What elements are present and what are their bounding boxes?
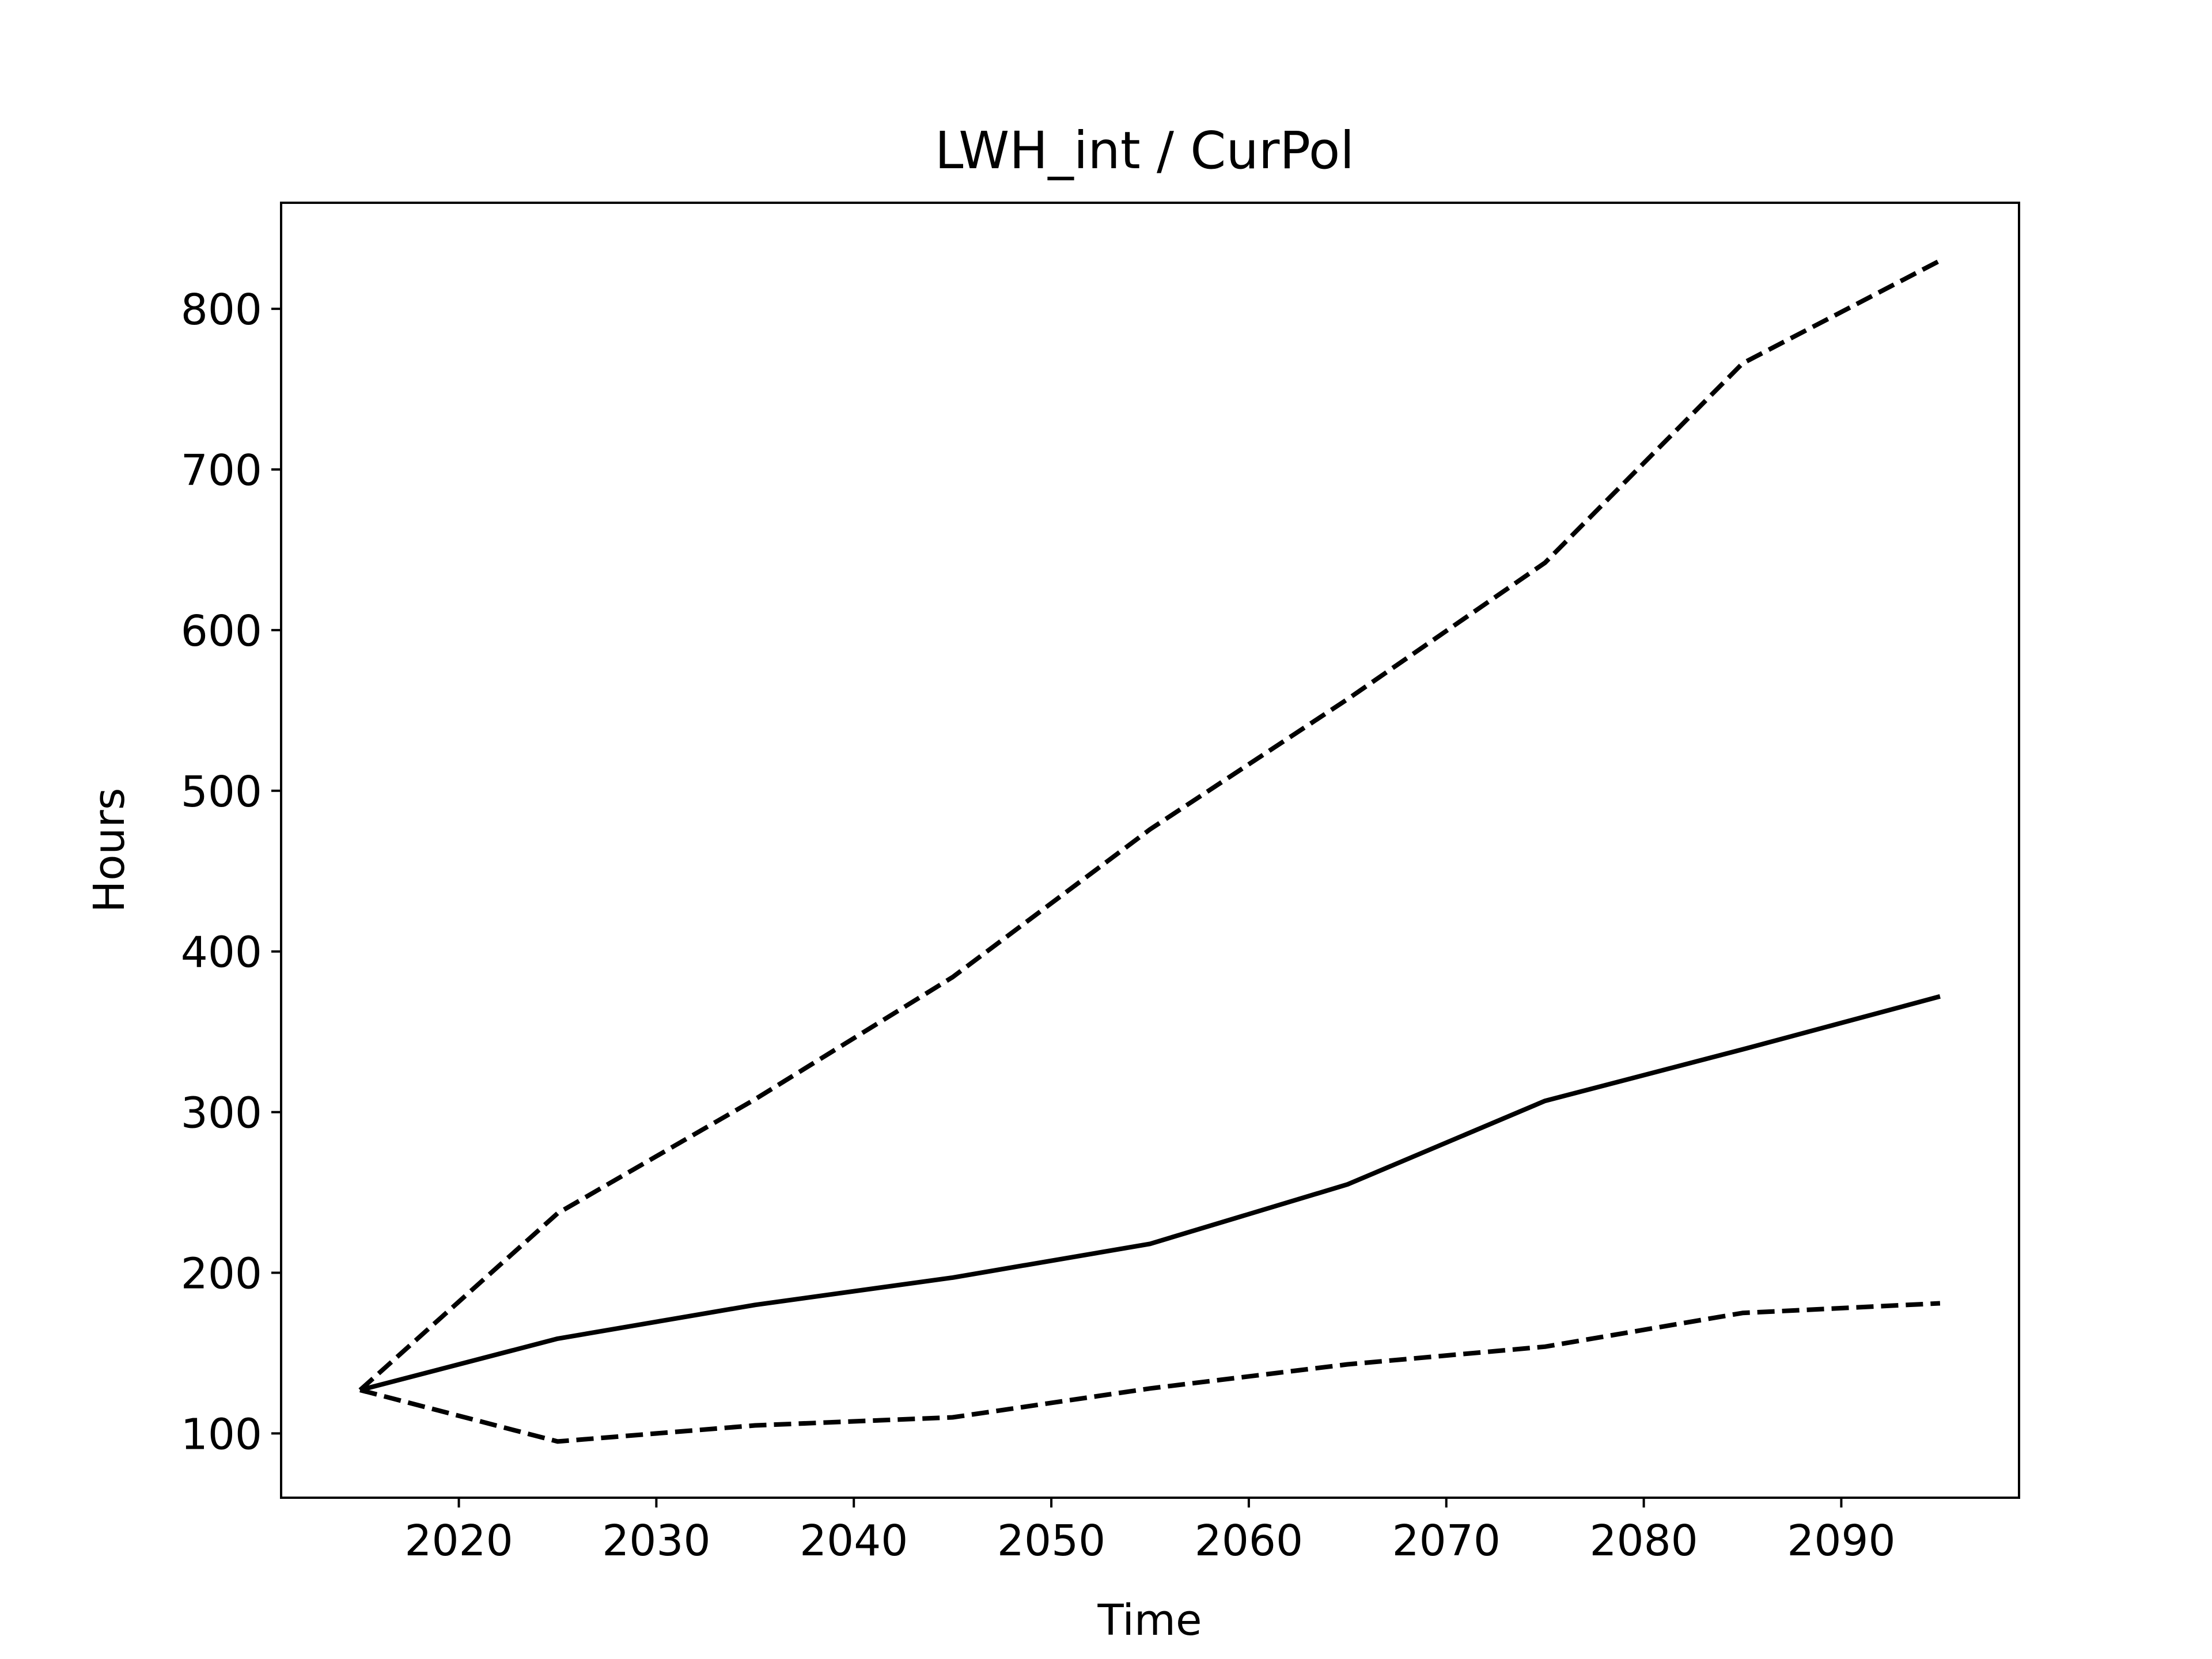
x-tick-label: 2030 (602, 1516, 710, 1566)
y-tick-label: 200 (181, 1249, 262, 1299)
y-tick-label: 700 (181, 446, 262, 495)
y-tick-label: 300 (181, 1089, 262, 1138)
series-line-3 (359, 1301, 1941, 1444)
y-tick-label: 800 (181, 285, 262, 335)
x-axis-label: Time (1097, 1596, 1202, 1645)
y-tick-label: 600 (181, 607, 262, 656)
y-axis: 100 200 300 400 500 600 700 800 (181, 285, 281, 1459)
y-axis-label: Hours (85, 788, 134, 913)
y-tick-label: 400 (181, 928, 262, 978)
series-line-1 (358, 258, 1941, 1392)
x-tick-label: 2060 (1195, 1516, 1303, 1566)
y-tick-label: 100 (181, 1410, 262, 1459)
x-tick-label: 2020 (404, 1516, 513, 1566)
chart-title: LWH_int / CurPol (935, 120, 1354, 180)
x-axis: 2020 2030 2040 2050 2060 2070 2080 2090 (404, 1498, 1896, 1566)
x-tick-label: 2040 (800, 1516, 908, 1566)
series-layer (358, 258, 1941, 1444)
series-line-2 (359, 994, 1941, 1392)
x-tick-label: 2070 (1392, 1516, 1501, 1566)
x-tick-label: 2050 (997, 1516, 1105, 1566)
x-tick-label: 2090 (1787, 1516, 1895, 1566)
x-tick-label: 2080 (1589, 1516, 1698, 1566)
y-tick-label: 500 (181, 767, 262, 817)
plot-frame (280, 202, 2020, 1499)
